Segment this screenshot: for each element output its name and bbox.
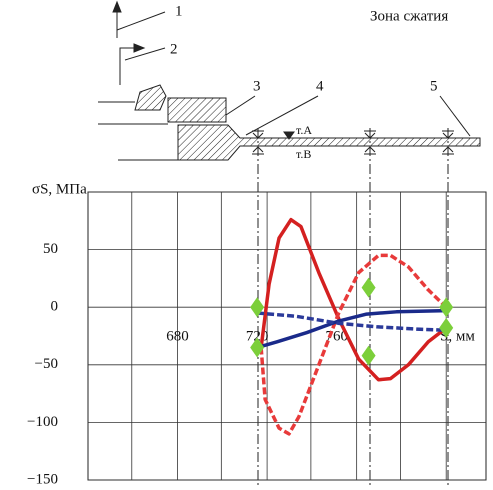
marker xyxy=(439,317,454,338)
marker xyxy=(361,345,376,366)
series-line xyxy=(259,253,448,436)
label: 5 xyxy=(430,78,438,94)
arrow-head xyxy=(112,0,122,13)
marker xyxy=(361,277,376,298)
y-tick-label: 0 xyxy=(51,299,59,315)
section-symbols xyxy=(252,130,454,155)
diagram xyxy=(98,0,481,488)
plot-frame xyxy=(87,191,487,481)
marker xyxy=(250,337,265,358)
label: 1 xyxy=(175,3,183,19)
series-line xyxy=(259,217,448,382)
edges xyxy=(98,101,178,161)
y-tick-label: −50 xyxy=(35,356,58,372)
label: 4 xyxy=(316,78,324,94)
y-axis-label: σS, МПа xyxy=(32,181,87,197)
arrow-2 xyxy=(119,47,140,85)
marker xyxy=(439,297,454,318)
zone-label: Зона сжатия xyxy=(370,8,448,24)
label: 2 xyxy=(170,41,178,57)
tube xyxy=(177,124,481,161)
y-tick-label: −100 xyxy=(27,414,58,430)
marker xyxy=(250,297,265,318)
arrow-head xyxy=(133,43,146,53)
leader xyxy=(116,11,166,31)
point-a: т.А xyxy=(296,123,312,137)
point-b: т.В xyxy=(296,147,311,161)
x-tick-label: 680 xyxy=(166,329,189,345)
label: 3 xyxy=(253,78,261,94)
leader xyxy=(439,95,471,137)
series-line xyxy=(256,311,447,332)
holder xyxy=(167,97,227,123)
leader xyxy=(225,95,256,116)
clamp xyxy=(134,84,167,111)
y-tick-label: −150 xyxy=(27,471,58,487)
series-line xyxy=(256,308,447,350)
point-marker xyxy=(283,131,295,140)
y-tick-label: 50 xyxy=(43,241,58,257)
leader xyxy=(124,47,166,61)
